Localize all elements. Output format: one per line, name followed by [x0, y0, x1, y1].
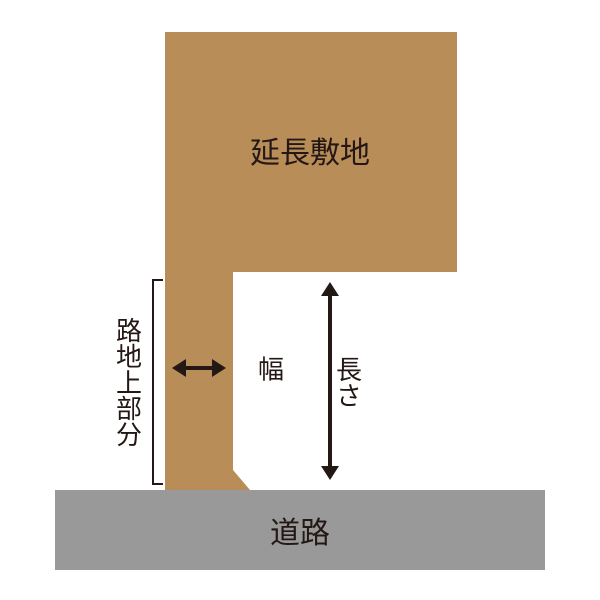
diagram-stage: 延長敷地 道路 路地上部分 幅 長さ [0, 0, 600, 600]
alley-label: 路地上部分 [110, 317, 147, 447]
extension-lot-label: 延長敷地 [250, 128, 370, 172]
road-label: 道路 [270, 508, 330, 552]
length-label: 長さ [330, 356, 367, 408]
width-label: 幅 [258, 350, 284, 387]
